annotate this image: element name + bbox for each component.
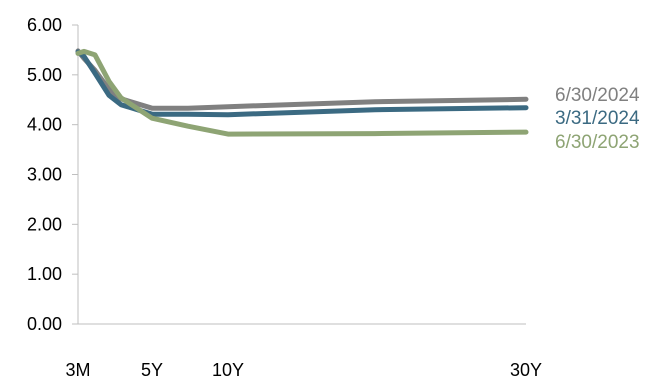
x-tick-label: 10Y: [212, 360, 244, 380]
series-lines: [75, 48, 529, 137]
legend-label: 3/31/2024: [555, 108, 640, 129]
x-tick-label: 3M: [65, 360, 90, 380]
series-line-6-30-2024: [75, 48, 529, 111]
y-tick-label: 4.00: [27, 115, 62, 135]
series-line-6-30-2023: [75, 48, 529, 137]
y-tick-label: 3.00: [27, 165, 62, 185]
y-tick-label: 1.00: [27, 264, 62, 284]
x-tick-label: 5Y: [141, 360, 163, 380]
y-tick-label: 5.00: [27, 65, 62, 85]
y-tick-label: 0.00: [27, 314, 62, 334]
x-tick-label: 30Y: [510, 360, 542, 380]
y-tick-label: 6.00: [27, 15, 62, 35]
y-tick-label: 2.00: [27, 214, 62, 234]
legend-label: 6/30/2023: [555, 132, 640, 153]
y-axis: 0.00 1.00 2.00 3.00 4.00 5.00 6.00: [27, 15, 79, 334]
x-axis: 3M 5Y 10Y 30Y: [65, 323, 542, 380]
legend-label: 6/30/2024: [555, 85, 640, 106]
